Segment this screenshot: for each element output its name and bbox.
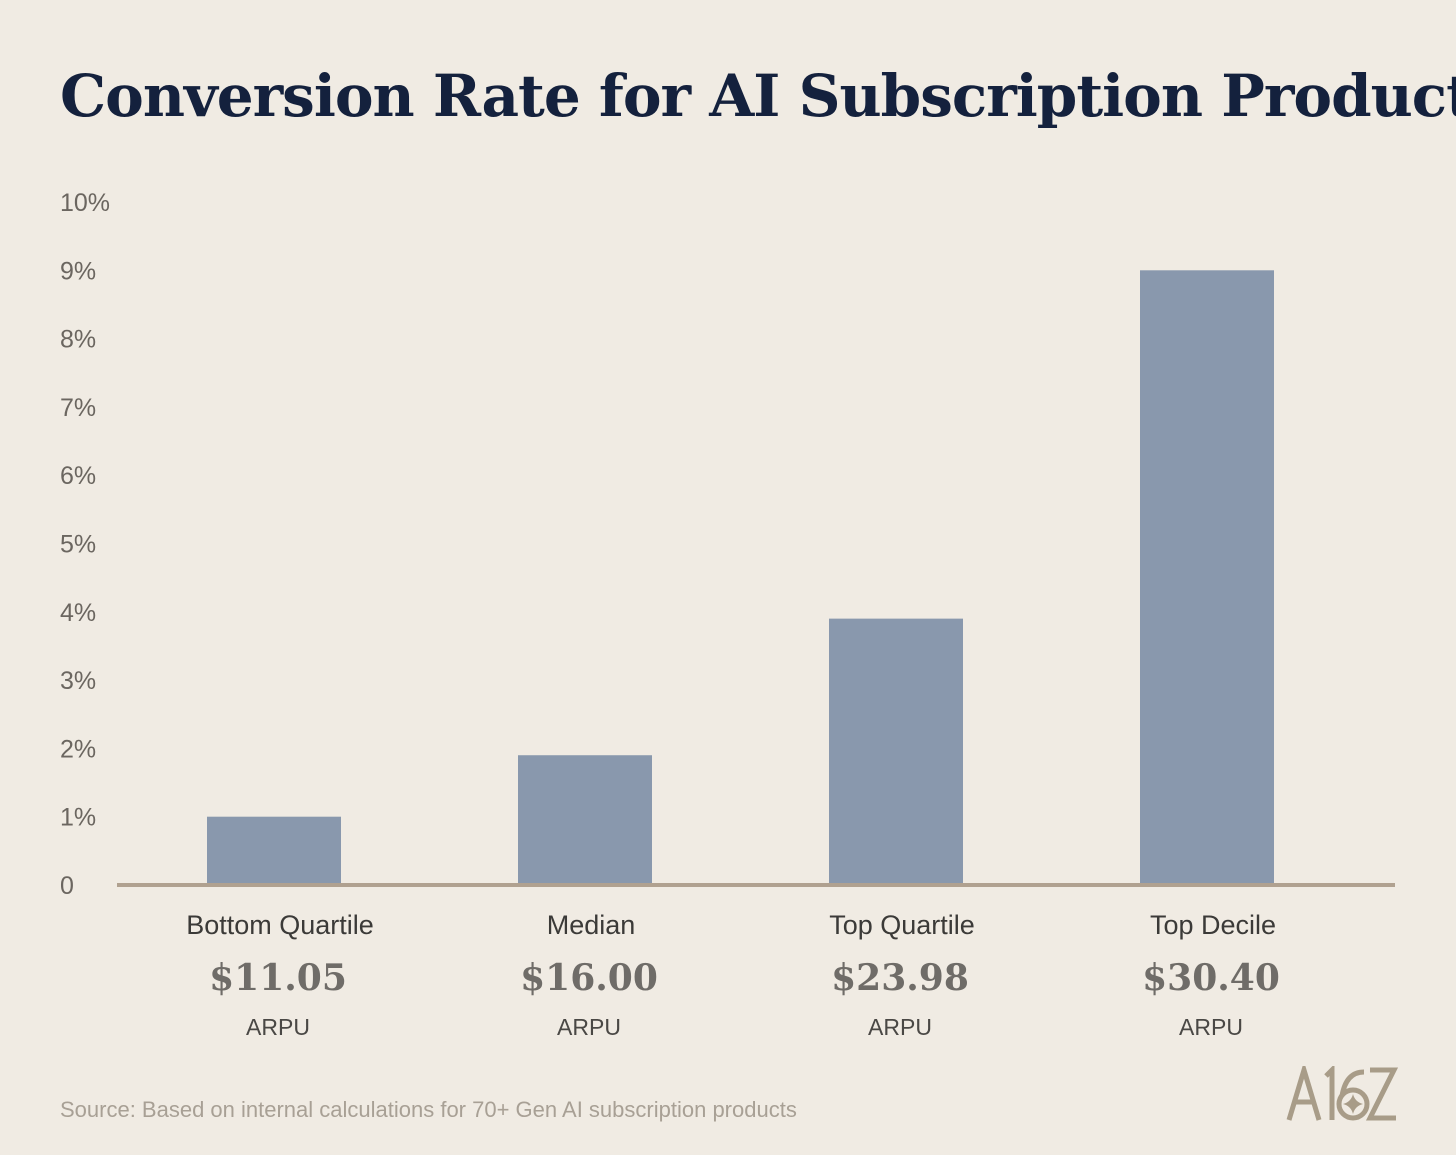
y-tick-label: 8% — [60, 326, 96, 354]
y-tick-label: 5% — [60, 531, 96, 559]
y-tick-label: 1% — [60, 804, 96, 832]
bar-2 — [518, 755, 652, 885]
bar-4 — [1140, 270, 1274, 885]
arpu-value: $23.98 — [831, 957, 969, 999]
bar-3 — [829, 618, 963, 885]
chart-title: Conversion Rate for AI Subscription Prod… — [60, 62, 1456, 130]
y-tick-label: 4% — [60, 599, 96, 627]
y-tick-label: 2% — [60, 735, 96, 763]
x-category-label: Top Decile — [1150, 910, 1276, 940]
x-category-label: Median — [547, 910, 636, 940]
y-tick-label: 6% — [60, 462, 96, 490]
source-note: Source: Based on internal calculations f… — [60, 1097, 797, 1122]
bar-1 — [207, 816, 341, 885]
arpu-value: $30.40 — [1142, 957, 1280, 999]
arpu-value: $16.00 — [520, 957, 658, 999]
x-category-label: Bottom Quartile — [186, 910, 374, 940]
arpu-label: ARPU — [868, 1014, 932, 1040]
x-category-label: Top Quartile — [829, 910, 975, 940]
y-tick-label: 10% — [60, 189, 110, 217]
arpu-label: ARPU — [1179, 1014, 1243, 1040]
y-tick-label: 0 — [60, 872, 74, 900]
y-tick-label: 3% — [60, 667, 96, 695]
a16z-logo — [1286, 1066, 1398, 1121]
y-tick-label: 9% — [60, 257, 96, 285]
arpu-label: ARPU — [557, 1014, 621, 1040]
y-tick-label: 7% — [60, 394, 96, 422]
arpu-value: $11.05 — [209, 957, 347, 999]
arpu-label: ARPU — [246, 1014, 310, 1040]
